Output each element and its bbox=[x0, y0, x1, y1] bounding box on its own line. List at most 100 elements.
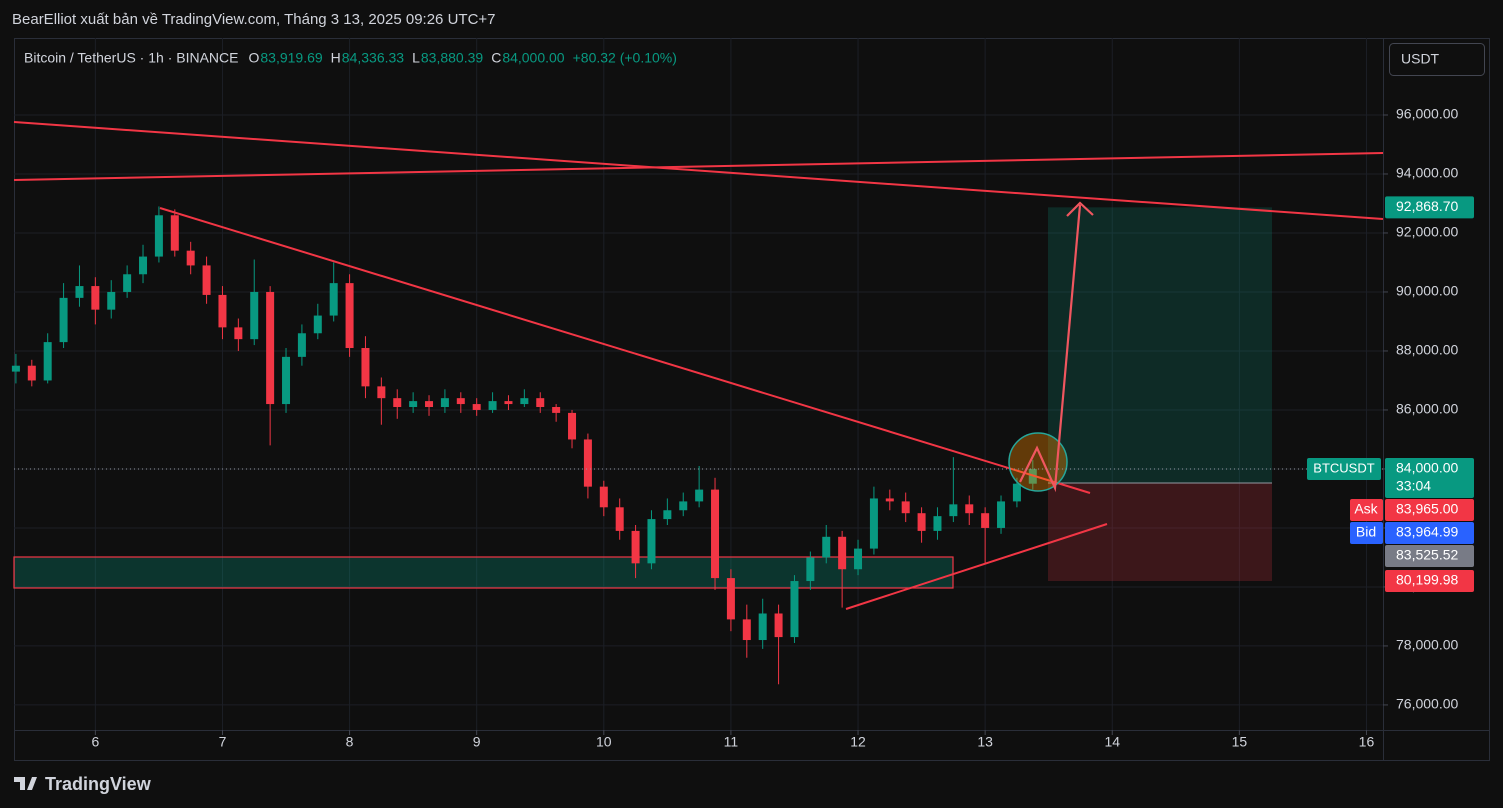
x-tick-label: 8 bbox=[346, 734, 354, 750]
candles bbox=[11, 206, 1037, 685]
price-tag: Ask bbox=[1354, 501, 1378, 517]
price-change: +80.32 (+0.10%) bbox=[573, 50, 677, 66]
trend-line bbox=[13, 121, 1384, 220]
symbol: Bitcoin / TetherUS · 1h · BINANCE bbox=[24, 50, 238, 66]
candle-body bbox=[170, 215, 179, 251]
ohlc-value: 83,880.39 bbox=[421, 50, 483, 66]
candle-body bbox=[568, 412, 577, 440]
price-label: 84,000.00 bbox=[1396, 460, 1458, 476]
price-label: 83,525.52 bbox=[1396, 547, 1458, 563]
trend-line bbox=[845, 523, 1108, 610]
candle-body bbox=[790, 581, 799, 638]
price-label-box bbox=[1385, 498, 1474, 521]
x-tick-label: 7 bbox=[219, 734, 227, 750]
candle-body bbox=[774, 613, 783, 638]
candle-body bbox=[59, 297, 68, 343]
publisher: BearElliot xuất bản về TradingView.com, … bbox=[12, 11, 496, 28]
candle-body bbox=[11, 365, 20, 372]
candle-body bbox=[631, 530, 640, 564]
y-tick-label: 76,000.00 bbox=[1396, 696, 1458, 712]
candle-body bbox=[663, 510, 672, 520]
x-tick-label: 6 bbox=[91, 734, 99, 750]
candle-body bbox=[234, 327, 243, 340]
candle-body bbox=[520, 398, 529, 405]
candle-body bbox=[329, 283, 338, 316]
candle-body bbox=[726, 578, 735, 620]
candle-body bbox=[266, 291, 275, 405]
ohlc-key: C bbox=[491, 50, 501, 66]
candle-body bbox=[313, 315, 322, 334]
axes: 76,000.0078,000.0080,000.0082,000.0084,0… bbox=[14, 106, 1474, 750]
arrow-head bbox=[1066, 201, 1094, 217]
price-label-box bbox=[1385, 521, 1474, 544]
candle-body bbox=[552, 407, 561, 413]
y-tick-label: 90,000.00 bbox=[1396, 283, 1458, 299]
x-tick-label: 11 bbox=[724, 734, 739, 750]
x-tick-label: 15 bbox=[1232, 734, 1248, 750]
candle-body bbox=[997, 501, 1006, 528]
candle-body bbox=[139, 256, 148, 275]
price-label-box bbox=[1385, 570, 1474, 593]
y-tick-label: 78,000.00 bbox=[1396, 637, 1458, 653]
candle-body bbox=[250, 291, 259, 340]
candle-body bbox=[27, 365, 36, 381]
candle-body bbox=[615, 507, 624, 531]
ohlc-value: 84,000.00 bbox=[502, 50, 564, 66]
price-label-box bbox=[1385, 196, 1474, 219]
candle-body bbox=[297, 333, 306, 357]
x-tick-label: 10 bbox=[596, 734, 612, 750]
price-label-box bbox=[1385, 457, 1474, 498]
candle-body bbox=[1012, 483, 1021, 502]
candle-body bbox=[869, 498, 878, 549]
currency-button-label[interactable]: USDT bbox=[1401, 51, 1440, 67]
candle-body bbox=[854, 548, 863, 570]
trend-line bbox=[159, 207, 1091, 494]
ohlc-legend: O 83,919.69 H 84,336.33 L 83,880.39 C 84,000.00… bbox=[248, 50, 676, 66]
trend-line bbox=[13, 152, 1384, 181]
x-tick-label: 13 bbox=[977, 734, 993, 750]
candle-body bbox=[202, 265, 211, 295]
currency-button[interactable] bbox=[1389, 43, 1485, 76]
ohlc-value: 84,336.33 bbox=[342, 50, 404, 66]
price-tag: Bid bbox=[1356, 524, 1376, 540]
price-tag-box bbox=[1350, 498, 1383, 521]
candle-body bbox=[695, 489, 704, 502]
x-tick-label: 12 bbox=[850, 734, 866, 750]
candle-body bbox=[583, 439, 592, 487]
candle-body bbox=[409, 401, 418, 408]
y-tick-label: 92,000.00 bbox=[1396, 224, 1458, 240]
candle-body bbox=[75, 286, 84, 298]
price-label: 92,868.70 bbox=[1396, 198, 1458, 214]
projection-arrow bbox=[1019, 204, 1082, 493]
candle-body bbox=[917, 513, 926, 531]
candle-body bbox=[154, 215, 163, 257]
price-tag-box bbox=[1350, 521, 1383, 544]
price-label: 83,964.99 bbox=[1396, 524, 1458, 540]
candle-body bbox=[949, 504, 958, 517]
x-tick-label: 9 bbox=[473, 734, 481, 750]
candle-body bbox=[536, 398, 545, 408]
y-tick-label: 96,000.00 bbox=[1396, 106, 1458, 122]
price-label: 80,199.98 bbox=[1396, 572, 1458, 588]
price-label-box bbox=[1385, 544, 1474, 567]
price-label: 83,965.00 bbox=[1396, 501, 1458, 517]
candle-body bbox=[758, 613, 767, 641]
candle-body bbox=[282, 356, 291, 405]
candle-body bbox=[822, 536, 831, 558]
candle-body bbox=[599, 486, 608, 508]
x-tick-label: 14 bbox=[1104, 734, 1120, 750]
candle-body bbox=[504, 401, 513, 405]
candle-body bbox=[91, 286, 100, 310]
candle-body bbox=[218, 294, 227, 328]
ohlc-key: L bbox=[412, 50, 420, 66]
candle-body bbox=[440, 398, 449, 408]
candle-body bbox=[933, 516, 942, 531]
trend-lines bbox=[13, 121, 1384, 610]
price-countdown: 33:04 bbox=[1396, 478, 1431, 494]
candle-body bbox=[488, 401, 497, 410]
candle-body bbox=[186, 250, 195, 266]
candle-body bbox=[901, 501, 910, 514]
candle-body bbox=[123, 274, 132, 292]
